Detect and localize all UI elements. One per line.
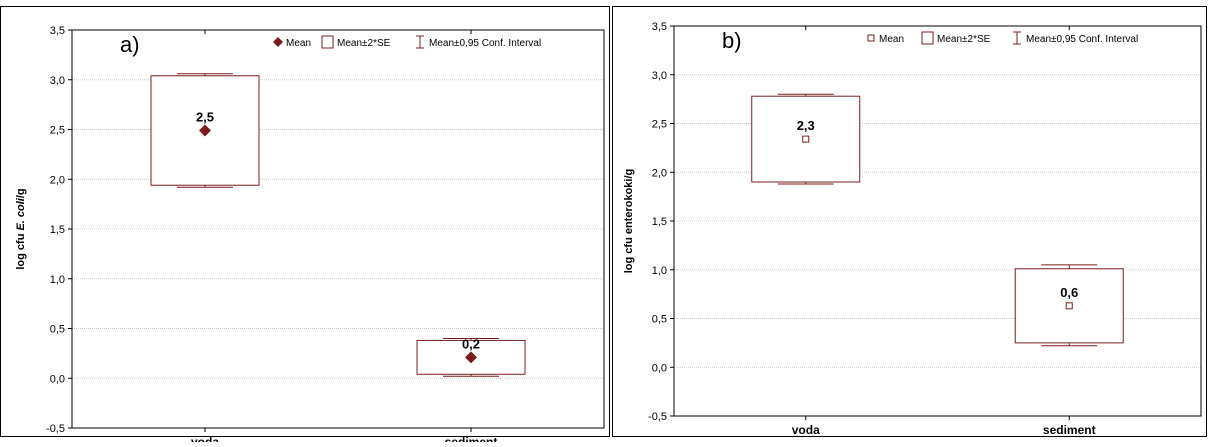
y-tick-label: 3,0 [652, 70, 667, 82]
y-tick-label: 3,5 [652, 21, 667, 33]
chart-panel-2: -0,5 0,0 0,5 1,0 1,5 2,0 2,5 3,0 3,5 voda sediment… [612, 6, 1207, 437]
x-tick-label: sediment [1043, 423, 1096, 437]
y-tick-label: 0,5 [50, 324, 65, 336]
chart-panel-1: -0,5 0,0 0,5 1,0 1,5 2,0 2,5 3,0 3,5 voda sediment… [0, 6, 610, 447]
y-tick-label: 3,0 [50, 75, 65, 87]
panel-label: b) [722, 28, 742, 53]
legend-ci-marker [1013, 31, 1021, 45]
plot-area [71, 29, 605, 429]
y-axis-label-suffix: /g [15, 188, 27, 198]
y-tick-label: 2,5 [652, 119, 667, 131]
legend-se-label: Mean±2*SE [937, 34, 991, 45]
y-tick-label: 0,0 [652, 362, 667, 374]
legend-ci-label: Mean±0,95 Conf. Interval [429, 38, 541, 49]
legend-mean-marker [867, 34, 875, 42]
legend-mean-label: Mean [286, 38, 311, 49]
y-tick-label: 1,0 [50, 274, 65, 286]
y-tick-label: -0,5 [648, 411, 667, 423]
y-axis-label: log cfu E. coli/g [15, 188, 27, 269]
legend-ci-marker [416, 35, 424, 49]
mean-marker-voda [199, 124, 211, 137]
y-tick-label: 2,0 [652, 167, 667, 179]
y-axis-label-prefix: log cfu [15, 231, 27, 270]
y-axis-label: log cfu enterokoki/g [623, 169, 635, 274]
legend-se-label: Mean±2*SE [337, 38, 391, 49]
y-tick-label: 2,5 [50, 125, 65, 137]
legend-mean-label: Mean [879, 34, 904, 45]
mean-marker-sediment [465, 351, 477, 364]
data-label: 2,3 [797, 118, 815, 133]
data-label: 0,2 [462, 336, 480, 351]
y-tick-label: 3,5 [50, 25, 65, 37]
data-label: 2,5 [196, 109, 214, 124]
legend-se-marker [321, 35, 334, 49]
legend-se-marker [921, 31, 934, 45]
panel-label: a) [120, 32, 140, 57]
y-tick-label: 1,5 [652, 216, 667, 228]
legend-mean-marker [273, 37, 283, 47]
data-label: 0,6 [1060, 285, 1078, 300]
mean-marker-sediment [1065, 302, 1073, 310]
y-tick-label: 1,0 [652, 265, 667, 277]
mean-marker-voda [802, 135, 810, 143]
y-tick-label: 1,5 [50, 224, 65, 236]
plot-area [673, 25, 1202, 417]
y-tick-label: 0,0 [50, 373, 65, 385]
x-tick-label: sediment [445, 435, 498, 442]
y-tick-label: -0,5 [46, 423, 65, 435]
y-tick-label: 0,5 [652, 314, 667, 326]
x-tick-label: voda [792, 423, 820, 437]
legend-ci-label: Mean±0,95 Conf. Interval [1026, 34, 1138, 45]
panel-frame [612, 6, 1207, 437]
y-axis-label-italic: E. coli [15, 197, 27, 230]
y-axis-label-prefix: log cfu enterokoki/g [623, 169, 635, 274]
x-tick-label: voda [191, 435, 219, 442]
y-tick-label: 2,0 [50, 174, 65, 186]
